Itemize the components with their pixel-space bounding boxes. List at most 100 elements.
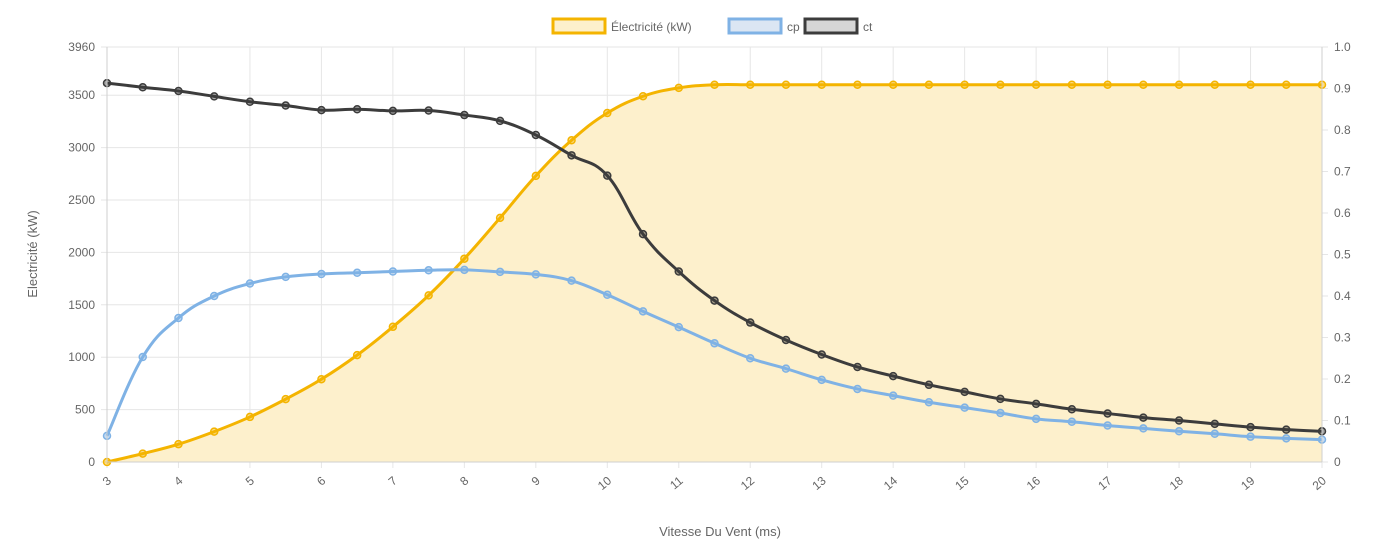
data-point-series-0[interactable] <box>1067 80 1077 89</box>
data-point-series-1[interactable] <box>567 276 576 285</box>
data-point-series-2[interactable] <box>209 92 219 101</box>
data-point-series-0[interactable] <box>495 213 505 223</box>
data-point-series-1[interactable] <box>853 384 862 394</box>
data-point-series-1[interactable] <box>495 267 505 277</box>
data-point-series-2[interactable] <box>1103 409 1112 418</box>
data-point-series-0[interactable] <box>781 80 791 89</box>
data-point-series-0[interactable] <box>638 92 648 101</box>
data-point-series-2[interactable] <box>960 387 969 397</box>
data-point-series-0[interactable] <box>1031 80 1041 89</box>
data-point-series-1[interactable] <box>138 352 147 362</box>
data-point-series-2[interactable] <box>781 335 791 345</box>
data-point-series-0[interactable] <box>567 136 576 145</box>
data-point-series-1[interactable] <box>1210 429 1220 439</box>
data-point-series-2[interactable] <box>138 83 147 92</box>
data-point-series-0[interactable] <box>710 80 719 89</box>
data-point-series-2[interactable] <box>281 101 290 110</box>
data-point-series-1[interactable] <box>603 290 612 300</box>
data-point-series-0[interactable] <box>281 394 290 404</box>
data-point-series-0[interactable] <box>460 254 469 263</box>
data-point-series-0[interactable] <box>1246 80 1255 89</box>
data-point-series-1[interactable] <box>174 313 183 323</box>
data-point-series-1[interactable] <box>1139 424 1148 433</box>
data-point-series-2[interactable] <box>710 296 719 305</box>
legend-item-0[interactable]: Électricité (kW) <box>551 17 692 35</box>
data-point-series-1[interactable] <box>352 268 362 278</box>
data-point-series-2[interactable] <box>495 116 505 126</box>
data-point-series-2[interactable] <box>924 380 934 390</box>
data-point-series-2[interactable] <box>388 106 398 116</box>
data-point-series-2[interactable] <box>567 151 576 160</box>
data-point-series-1[interactable] <box>924 397 934 407</box>
data-point-series-0[interactable] <box>245 412 255 422</box>
data-point-series-2[interactable] <box>1282 425 1291 434</box>
data-point-series-1[interactable] <box>281 272 290 282</box>
data-point-series-0[interactable] <box>1103 80 1112 89</box>
data-point-series-2[interactable] <box>1174 416 1184 425</box>
data-point-series-2[interactable] <box>745 318 755 327</box>
data-point-series-1[interactable] <box>531 270 541 279</box>
data-point-series-2[interactable] <box>424 106 433 115</box>
data-point-series-1[interactable] <box>209 291 219 301</box>
data-point-series-1[interactable] <box>817 375 826 385</box>
data-point-series-1[interactable] <box>1067 417 1077 426</box>
data-point-series-1[interactable] <box>388 267 398 276</box>
data-point-series-2[interactable] <box>888 371 898 381</box>
data-point-series-2[interactable] <box>460 110 469 120</box>
legend-item-1[interactable]: cp <box>727 17 800 35</box>
data-point-series-2[interactable] <box>996 394 1005 404</box>
data-point-series-0[interactable] <box>1282 80 1291 89</box>
data-point-series-1[interactable] <box>781 364 791 373</box>
data-point-series-2[interactable] <box>174 86 183 96</box>
data-point-series-2[interactable] <box>245 97 255 107</box>
data-point-series-1[interactable] <box>888 391 898 400</box>
data-point-series-1[interactable] <box>1174 427 1184 436</box>
data-point-series-0[interactable] <box>352 350 362 360</box>
legend-item-2[interactable]: ct <box>803 17 873 35</box>
data-point-series-0[interactable] <box>531 171 541 181</box>
data-point-series-2[interactable] <box>603 171 612 180</box>
data-point-series-0[interactable] <box>174 439 183 449</box>
data-point-series-1[interactable] <box>317 269 326 279</box>
data-point-series-0[interactable] <box>960 80 969 89</box>
data-point-series-2[interactable] <box>1246 422 1255 432</box>
data-point-series-0[interactable] <box>924 80 934 89</box>
data-point-series-2[interactable] <box>674 267 684 276</box>
data-point-series-1[interactable] <box>245 279 255 288</box>
data-point-series-0[interactable] <box>674 83 684 93</box>
data-point-series-0[interactable] <box>996 80 1005 89</box>
data-point-series-0[interactable] <box>424 291 433 300</box>
data-point-series-2[interactable] <box>1139 413 1148 422</box>
data-point-series-1[interactable] <box>1282 434 1291 443</box>
data-point-series-1[interactable] <box>960 403 969 412</box>
data-point-series-0[interactable] <box>745 80 755 89</box>
data-point-series-0[interactable] <box>1174 80 1184 89</box>
data-point-series-0[interactable] <box>388 322 398 332</box>
data-point-series-1[interactable] <box>996 408 1005 418</box>
data-point-series-2[interactable] <box>531 130 541 140</box>
data-point-series-0[interactable] <box>853 80 862 89</box>
data-point-series-2[interactable] <box>817 350 826 359</box>
data-point-series-2[interactable] <box>317 105 326 115</box>
data-point-series-2[interactable] <box>352 105 362 114</box>
data-point-series-2[interactable] <box>1031 399 1041 409</box>
data-point-series-1[interactable] <box>460 265 469 275</box>
data-point-series-1[interactable] <box>1246 432 1255 441</box>
data-point-series-1[interactable] <box>710 339 719 348</box>
data-point-series-0[interactable] <box>888 80 898 89</box>
data-point-series-2[interactable] <box>1067 405 1077 414</box>
data-point-series-0[interactable] <box>1139 80 1148 89</box>
data-point-series-2[interactable] <box>638 229 648 239</box>
data-point-series-2[interactable] <box>853 362 862 372</box>
data-point-series-0[interactable] <box>817 80 826 89</box>
data-point-series-0[interactable] <box>138 449 147 458</box>
data-point-series-1[interactable] <box>638 307 648 316</box>
data-point-series-0[interactable] <box>317 374 326 384</box>
legend[interactable]: Électricité (kW) cp ct <box>551 17 873 35</box>
data-point-series-0[interactable] <box>603 108 612 118</box>
data-point-series-1[interactable] <box>1103 421 1112 430</box>
data-point-series-0[interactable] <box>1210 80 1220 89</box>
data-point-series-0[interactable] <box>209 427 219 436</box>
data-point-series-1[interactable] <box>424 266 433 275</box>
data-point-series-1[interactable] <box>674 322 684 332</box>
